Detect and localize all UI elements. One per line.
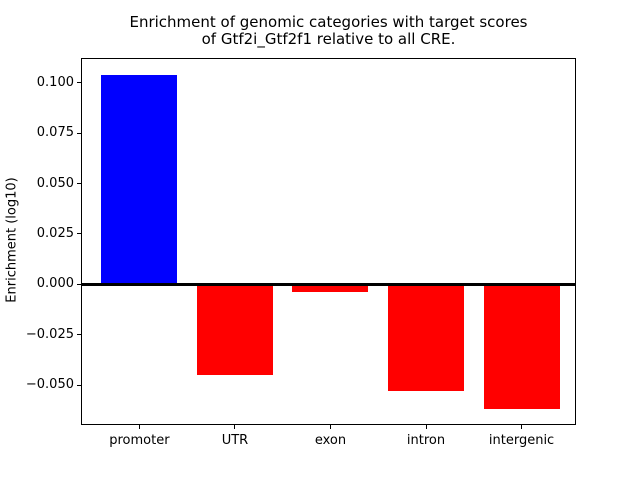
y-tick-label: 0.075 [36,125,74,141]
x-tick-label-intron: intron [406,433,446,448]
y-tick-label: 0.000 [36,276,74,292]
y-tick-mark [77,132,81,134]
y-tick-label: 0.025 [36,225,74,241]
y-tick-mark [77,233,81,235]
y-tick-mark [77,82,81,84]
bar-intergenic [483,284,560,410]
zero-baseline [81,282,576,286]
x-tick-mark [329,425,331,429]
y-tick-mark [77,334,81,336]
x-tick-label-exon: exon [314,433,347,448]
x-tick-mark [234,425,236,429]
y-tick-mark [77,283,81,285]
x-tick-label-UTR: UTR [221,433,249,448]
chart-title: Enrichment of genomic categories with ta… [129,13,528,48]
x-tick-mark [521,425,523,429]
bar-UTR [196,284,273,375]
y-tick-label: 0.100 [36,74,74,90]
x-tick-mark [138,425,140,429]
x-tick-label-promoter: promoter [109,433,170,448]
bar-exon [292,284,369,293]
bar-intron [388,284,464,392]
y-tick-label: 0.050 [36,175,74,191]
y-tick-label: −0.025 [25,326,74,342]
x-tick-mark [425,425,427,429]
y-tick-mark [77,183,81,185]
x-tick-label-intergenic: intergenic [488,433,555,448]
bar-promoter [101,74,178,285]
y-tick-label: −0.050 [25,377,74,393]
y-tick-mark [77,384,81,386]
